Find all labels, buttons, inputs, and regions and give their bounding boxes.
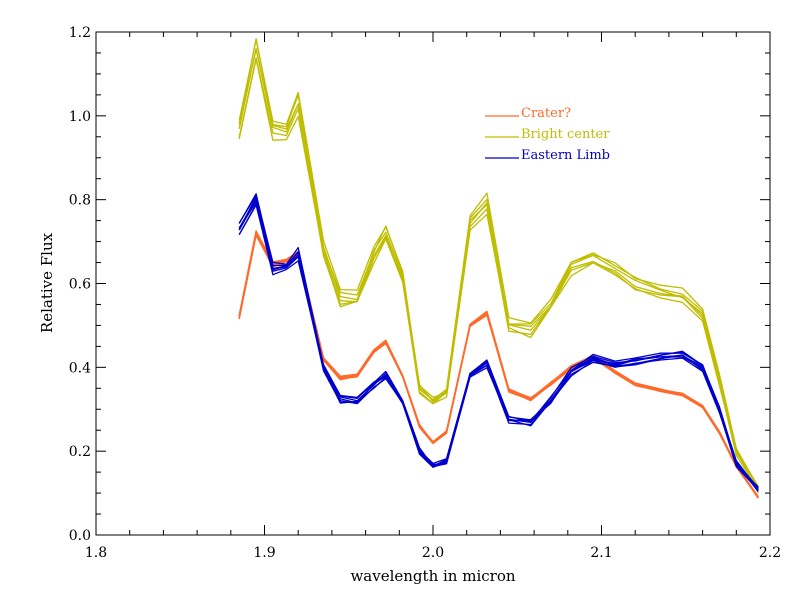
- x-tick-label: 2.0: [422, 545, 444, 561]
- y-tick-label: 1.0: [69, 109, 91, 125]
- y-tick-label: 1.2: [69, 25, 91, 41]
- y-tick-label: 0.2: [69, 444, 91, 460]
- axis-ticks: [95, 31, 771, 536]
- series-line: [238, 194, 759, 490]
- series-line: [238, 57, 759, 491]
- legend-item: Bright center: [485, 127, 610, 142]
- x-tick-label: 1.8: [85, 545, 107, 561]
- x-tick-label: 1.9: [253, 545, 275, 561]
- legend-item: Crater?: [485, 106, 571, 121]
- series-line: [238, 204, 759, 491]
- x-axis-label: wavelength in micron: [350, 567, 515, 585]
- legend-item: Eastern Limb: [485, 148, 610, 163]
- x-tick-label: 2.2: [759, 545, 781, 561]
- series-eastern-limb: [238, 193, 759, 492]
- y-tick-label: 0.0: [69, 528, 91, 544]
- series-line: [238, 203, 759, 492]
- series-line: [238, 39, 759, 490]
- legend-label: Bright center: [521, 127, 610, 142]
- y-tick-label: 0.4: [69, 360, 91, 376]
- series-line: [238, 231, 759, 498]
- x-tick-label: 2.1: [590, 545, 612, 561]
- legend-label: Crater?: [521, 106, 571, 121]
- y-tick-label: 0.6: [69, 277, 91, 293]
- y-axis-label: Relative Flux: [38, 232, 56, 333]
- legend-label: Eastern Limb: [521, 148, 610, 163]
- tick-labels: 1.8 1.9 2.0 2.1 2.2 0.0 0.2 0.4 0.6 0.8 1.0 1.2: [69, 25, 781, 561]
- series-bright-center: [238, 38, 759, 494]
- plot-frame: [95, 31, 771, 536]
- y-tick-label: 0.8: [69, 193, 91, 209]
- series-lines: [238, 38, 759, 499]
- legend: Crater? Bright center Eastern Limb: [485, 106, 610, 163]
